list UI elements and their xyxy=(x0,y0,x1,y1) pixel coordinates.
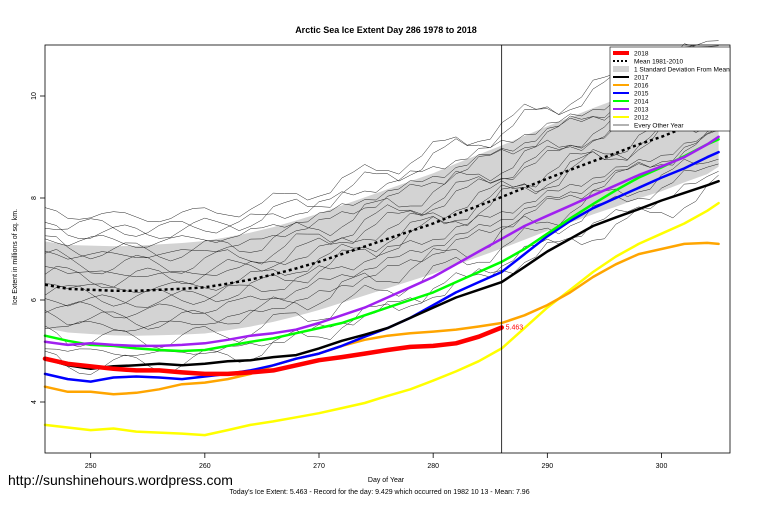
y-axis-label: Ice Extent in millions of sq. km. xyxy=(12,209,19,305)
legend-label: 2015 xyxy=(634,90,649,97)
stats-line: Today's Ice Extent: 5.463 - Record for t… xyxy=(229,489,530,496)
series-lines xyxy=(42,110,720,437)
series-line-2012 xyxy=(43,201,720,437)
series-line-2016 xyxy=(43,241,720,396)
series-line-2018 xyxy=(42,325,504,377)
every-other-year-line xyxy=(44,104,719,278)
series-line-2014 xyxy=(43,138,720,353)
legend-label: 2016 xyxy=(634,82,649,89)
current-value-label: 5.463 xyxy=(506,324,524,331)
x-tick-label: 300 xyxy=(656,463,668,470)
plot-frame xyxy=(44,44,731,454)
legend-swatch xyxy=(613,66,629,72)
every-other-year-line xyxy=(44,128,719,307)
every-other-year-line xyxy=(44,83,719,275)
std-dev-band xyxy=(45,55,719,336)
series-line-2017 xyxy=(43,179,720,371)
legend-label: 2018 xyxy=(634,50,649,57)
every-other-year-line xyxy=(44,113,719,293)
x-axis-label: Day of Year xyxy=(368,477,405,484)
x-tick-label: 260 xyxy=(199,463,211,470)
every-other-year-line xyxy=(44,54,719,237)
every-other-year-line xyxy=(44,114,719,308)
every-other-year-line xyxy=(44,54,719,260)
every-other-year-line xyxy=(44,125,719,332)
every-other-year-line xyxy=(44,129,719,319)
std-dev-band-area xyxy=(45,55,719,336)
source-url: http://sunshinehours.wordpress.com xyxy=(8,472,233,488)
every-other-year-line xyxy=(44,40,719,239)
y-tick-label: 4 xyxy=(31,400,38,404)
legend-label: 1 Standard Deviation From Mean xyxy=(634,66,730,73)
y-tick-label: 6 xyxy=(31,298,38,302)
legend-label: Every Other Year xyxy=(634,122,684,129)
axes: 250 260 270 280 290 300 4 6 8 10 xyxy=(31,92,667,470)
legend-label: 2013 xyxy=(634,106,649,113)
x-tick-label: 270 xyxy=(313,463,325,470)
y-tick-label: 10 xyxy=(31,92,38,100)
every-other-year-line xyxy=(44,81,719,288)
series-line-2013 xyxy=(43,135,720,348)
every-other-year-lines xyxy=(44,40,719,375)
every-other-year-line xyxy=(44,55,719,248)
every-other-year-line xyxy=(44,81,719,262)
legend-label: Mean 1981-2010 xyxy=(634,58,684,65)
every-other-year-line xyxy=(44,174,719,356)
x-tick-label: 290 xyxy=(541,463,553,470)
every-other-year-line xyxy=(44,43,719,223)
series-line-mean-1981-2010 xyxy=(44,110,720,293)
y-tick-label: 8 xyxy=(31,196,38,200)
legend-label: 2017 xyxy=(634,74,649,81)
x-tick-label: 280 xyxy=(427,463,439,470)
chart-title: Arctic Sea Ice Extent Day 286 1978 to 20… xyxy=(295,25,477,35)
legend-box xyxy=(609,46,731,132)
x-tick-label: 250 xyxy=(85,463,97,470)
legend-label: 2014 xyxy=(634,98,649,105)
legend-label: 2012 xyxy=(634,114,649,121)
